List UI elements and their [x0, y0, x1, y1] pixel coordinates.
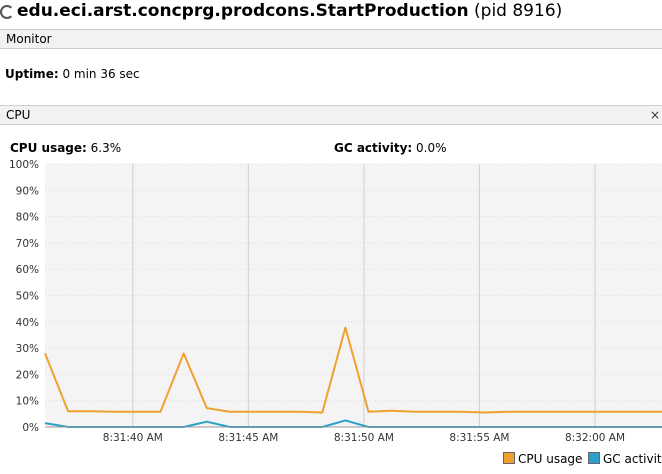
loading-spinner-icon [0, 5, 14, 19]
y-tick-label: 90% [16, 185, 39, 197]
application-class-name: edu.eci.arst.concprg.prodcons.StartProdu… [17, 1, 469, 21]
cpu-usage-series-line [44, 326, 662, 414]
gc-activity-value: 0.0% [412, 141, 447, 155]
gc-activity-swatch [588, 452, 600, 464]
cpu-usage-label: CPU usage: [10, 141, 87, 155]
cpu-chart: 0% 10% 20% 30% 40% 50% 60% 70% 80% 90% 100% 8:31:4… [9, 160, 662, 444]
cpu-usage-value: 6.3% [86, 141, 122, 155]
cpu-section-label: CPU [6, 108, 31, 122]
grid-lines [45, 163, 662, 427]
y-tick-label: 0% [22, 422, 39, 434]
x-tick-label: 8:31:55 AM [449, 432, 509, 444]
y-tick-label: 70% [16, 238, 39, 250]
y-tick-label: 50% [16, 291, 39, 303]
y-tick-label: 80% [16, 212, 39, 224]
gc-activity-label: GC activity: [334, 141, 413, 155]
gc-activity-readout: GC activity: 0.0% [334, 141, 447, 155]
cpu-usage-swatch [503, 452, 515, 464]
x-tick-label: 8:31:45 AM [218, 432, 278, 444]
uptime-label: Uptime: [5, 67, 59, 81]
x-axis-ticks: 8:31:40 AM 8:31:45 AM 8:31:50 AM 8:31:55 AM… [103, 432, 625, 444]
x-tick-label: 8:31:50 AM [334, 432, 394, 444]
y-tick-label: 60% [16, 264, 39, 276]
legend-cpu-usage: CPU usage [503, 452, 582, 466]
cpu-usage-readout: CPU usage: 6.3% [10, 141, 121, 155]
y-tick-label: 10% [16, 396, 39, 408]
cpu-section-header[interactable]: CPU × [0, 105, 662, 125]
close-section-icon[interactable]: × [649, 108, 660, 122]
x-tick-label: 8:32:00 AM [565, 432, 625, 444]
y-tick-label: 20% [16, 369, 39, 381]
y-tick-label: 40% [16, 317, 39, 329]
plot-area [45, 164, 662, 427]
legend-cpu-usage-label: CPU usage [518, 452, 583, 466]
y-tick-label: 100% [9, 160, 39, 171]
x-tick-label: 8:31:40 AM [103, 432, 163, 444]
application-title: edu.eci.arst.concprg.prodcons.StartProdu… [17, 1, 562, 21]
monitor-section-header[interactable]: Monitor [0, 29, 662, 49]
y-tick-label: 30% [16, 343, 39, 355]
legend-gc-activity: GC activity [588, 452, 662, 466]
y-axis-ticks: 0% 10% 20% 30% 40% 50% 60% 70% 80% 90% 100% [9, 160, 39, 434]
process-id: (pid 8916) [468, 1, 563, 21]
monitor-section-label: Monitor [6, 32, 52, 46]
window-header: edu.eci.arst.concprg.prodcons.StartProdu… [0, 0, 662, 28]
uptime-value: 0 min 36 sec [58, 67, 140, 81]
legend-gc-activity-label: GC activity [603, 452, 662, 466]
uptime-readout: Uptime: 0 min 36 sec [5, 67, 140, 81]
